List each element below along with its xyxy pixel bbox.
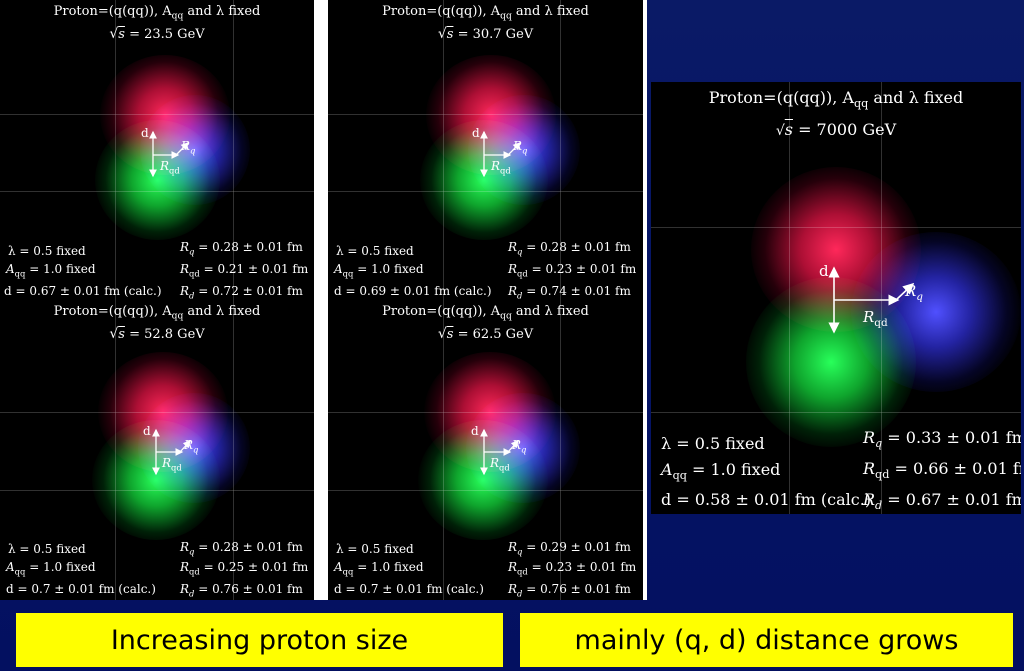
param-rq: Rq = 0.28 ± 0.01 fm (180, 540, 303, 557)
param-aqq: Aqq = 1.0 fixed (661, 460, 781, 483)
caption-distance-grows: mainly (q, d) distance grows (520, 613, 1013, 667)
label-rqd: Rqd (162, 456, 182, 473)
param-rq: Rq = 0.29 ± 0.01 fm (508, 540, 631, 557)
green-quark-blob (95, 120, 220, 240)
label-rq: Rq (905, 282, 924, 303)
panel-separator-left (314, 0, 328, 600)
distance-arrows (480, 130, 521, 178)
green-quark-blob (746, 277, 916, 447)
panel-separator-right (643, 0, 647, 600)
param-rd: Rd = 0.67 ± 0.01 fm (863, 490, 1021, 513)
proton-panel-52-8: Proton=(q(qq)), Aqq and λ fixed √s = 52.… (0, 300, 314, 600)
proton-panel-23-5: Proton=(q(qq)), Aqq and λ fixed √s = 23.… (0, 0, 314, 300)
label-d: d (819, 262, 829, 280)
param-aqq: Aqq = 1.0 fixed (6, 262, 96, 279)
param-aqq: Aqq = 1.0 fixed (334, 262, 424, 279)
param-aqq: Aqq = 1.0 fixed (334, 560, 424, 577)
distance-arrows (149, 130, 189, 178)
panel-title: Proton=(q(qq)), Aqq and λ fixed (53, 4, 261, 22)
param-rd: Rd = 0.74 ± 0.01 fm (508, 284, 631, 300)
param-lambda: λ = 0.5 fixed (8, 542, 86, 556)
label-rqd: Rqd (160, 159, 180, 176)
param-rd: Rd = 0.72 ± 0.01 fm (180, 284, 303, 300)
proton-panel-30-7: Proton=(q(qq)), Aqq and λ fixed √s = 30.… (328, 0, 643, 300)
panel-energy: √s = 62.5 GeV (437, 326, 534, 342)
panel-title: Proton=(q(qq)), Aqq and λ fixed (382, 4, 589, 22)
distance-arrows (152, 428, 191, 476)
panel-energy: √s = 7000 GeV (775, 120, 897, 139)
label-rqd: Rqd (490, 456, 510, 473)
param-lambda: λ = 0.5 fixed (336, 244, 414, 258)
panel-title: Proton=(q(qq)), Aqq and λ fixed (53, 304, 261, 322)
panel-energy: √s = 23.5 GeV (109, 26, 205, 42)
proton-panel-7000: Proton=(q(qq)), Aqq and λ fixed √s = 700… (651, 82, 1021, 514)
param-lambda: λ = 0.5 fixed (336, 542, 414, 556)
param-rd: Rd = 0.76 ± 0.01 fm (180, 582, 303, 599)
param-rqd: Rqd = 0.23 ± 0.01 fm (508, 262, 637, 279)
proton-panel-62-5: Proton=(q(qq)), Aqq and λ fixed √s = 62.… (328, 300, 643, 600)
panel-energy: √s = 52.8 GeV (109, 326, 205, 342)
green-quark-blob (418, 420, 548, 540)
distance-arrows (480, 428, 519, 476)
param-rq: Rq = 0.33 ± 0.01 fm (863, 428, 1021, 451)
param-lambda: λ = 0.5 fixed (661, 434, 765, 453)
param-d: d = 0.7 ± 0.01 fm (calc.) (6, 582, 156, 596)
param-d: d = 0.69 ± 0.01 fm (calc.) (334, 284, 492, 298)
param-rd: Rd = 0.76 ± 0.01 fm (508, 582, 631, 599)
label-rq: Rq (513, 139, 528, 156)
label-rq: Rq (184, 438, 199, 455)
label-rqd: Rqd (491, 159, 511, 176)
param-aqq: Aqq = 1.0 fixed (6, 560, 96, 577)
label-rq: Rq (512, 438, 527, 455)
panel-title: Proton=(q(qq)), Aqq and λ fixed (708, 88, 964, 111)
label-rq: Rq (181, 139, 196, 156)
label-d: d (471, 424, 479, 438)
param-lambda: λ = 0.5 fixed (8, 244, 86, 258)
param-rqd: Rqd = 0.25 ± 0.01 fm (180, 560, 309, 577)
param-d: d = 0.58 ± 0.01 fm (calc.) (661, 490, 872, 509)
panel-energy: √s = 30.7 GeV (437, 26, 534, 42)
label-rqd: Rqd (863, 308, 888, 329)
caption-increasing-proton-size: Increasing proton size (16, 613, 503, 667)
param-rq: Rq = 0.28 ± 0.01 fm (180, 240, 303, 257)
param-rqd: Rqd = 0.66 ± 0.01 fm (863, 459, 1021, 482)
param-d: d = 0.7 ± 0.01 fm (calc.) (334, 582, 484, 596)
label-d: d (143, 424, 151, 438)
param-d: d = 0.67 ± 0.01 fm (calc.) (4, 284, 162, 298)
param-rqd: Rqd = 0.21 ± 0.01 fm (180, 262, 309, 279)
distance-arrows (828, 266, 915, 334)
label-d: d (472, 126, 480, 140)
label-d: d (141, 126, 149, 140)
panel-title: Proton=(q(qq)), Aqq and λ fixed (382, 304, 589, 322)
param-rqd: Rqd = 0.23 ± 0.01 fm (508, 560, 637, 577)
param-rq: Rq = 0.28 ± 0.01 fm (508, 240, 631, 257)
